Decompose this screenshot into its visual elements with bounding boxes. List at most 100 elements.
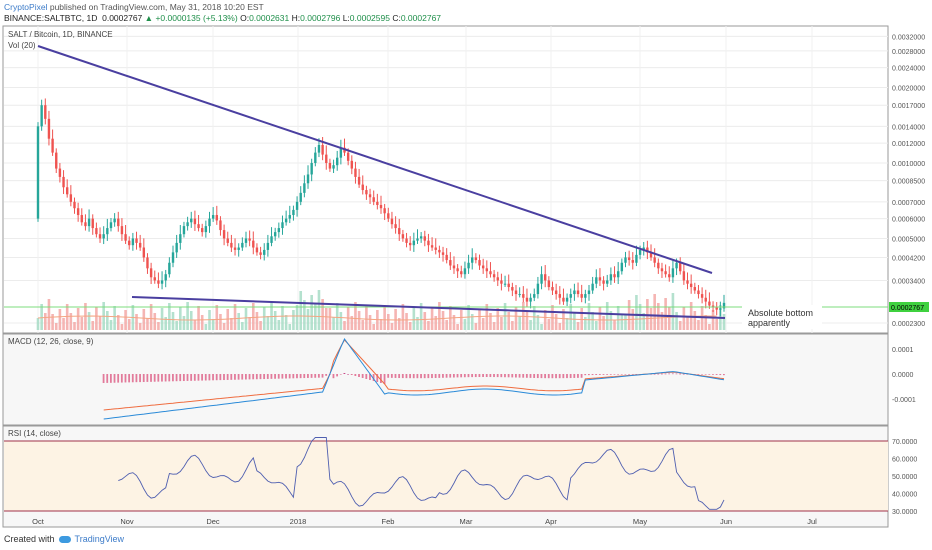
candle-body <box>635 254 638 263</box>
candle-body <box>511 287 514 291</box>
macd-histogram-bar <box>671 373 674 375</box>
candle-body <box>153 277 156 281</box>
candle-body <box>321 144 324 155</box>
macd-histogram-bar <box>358 374 360 377</box>
macd-histogram-bar <box>175 374 178 382</box>
macd-histogram-bar <box>500 374 503 378</box>
volume-bar <box>587 303 591 330</box>
volume-bar <box>671 293 675 330</box>
candle-body <box>668 274 671 278</box>
candle-body <box>609 274 613 281</box>
candle-body <box>518 294 521 296</box>
macd-histogram-bar <box>485 374 488 378</box>
footer-created: Created with <box>4 534 55 544</box>
macd-histogram-bar <box>270 374 273 379</box>
macd-histogram-bar <box>555 374 557 379</box>
macd-histogram-bar <box>573 374 576 378</box>
candle-body <box>631 260 634 263</box>
macd-histogram-bar <box>434 374 437 378</box>
volume-ma-line <box>37 315 717 321</box>
bottom-trendline[interactable] <box>131 296 726 319</box>
candle-body <box>503 283 507 285</box>
macd-histogram-bar <box>212 374 214 381</box>
candle-body <box>325 154 328 163</box>
macd-histogram-bar <box>376 374 379 382</box>
close-label: C: <box>392 13 401 23</box>
volume-bar <box>124 310 127 330</box>
volume-bar <box>419 303 423 330</box>
time-tick-label: 2018 <box>290 517 307 526</box>
macd-histogram-bar <box>193 374 196 381</box>
candle-body <box>299 192 302 202</box>
price-tick-label: 0.0017000 <box>892 103 925 110</box>
candle-body <box>394 224 397 229</box>
macd-histogram-bar <box>120 374 123 383</box>
tradingview-link[interactable]: TradingView <box>74 534 125 544</box>
volume-bar <box>441 311 445 330</box>
macd-histogram-bar <box>566 374 568 379</box>
macd-histogram-bar <box>350 374 353 375</box>
macd-histogram-bar <box>150 374 152 382</box>
candle-body <box>719 308 722 310</box>
volume-bar <box>708 324 711 330</box>
volume-bar <box>179 307 182 330</box>
macd-histogram-bar <box>409 374 411 379</box>
macd-histogram-bar <box>157 374 160 382</box>
macd-histogram-bar <box>482 374 484 378</box>
candle-body <box>135 238 138 243</box>
time-axis[interactable]: Oct Nov Dec 2018 Feb Mar Apr May Jun Jul <box>32 517 817 526</box>
macd-histogram-bar <box>664 373 667 375</box>
macd-axis: 0.0001 0.0000 -0.0001 <box>892 347 916 404</box>
annotation-box[interactable] <box>742 305 822 329</box>
volume-bar <box>284 315 288 330</box>
candle-body <box>529 297 532 302</box>
volume-bar <box>142 309 146 330</box>
macd-histogram-bar <box>252 374 255 380</box>
volume-bar <box>507 312 511 330</box>
macd-histogram-bar <box>128 374 131 383</box>
candle-body <box>686 280 689 284</box>
macd-pane-label: MACD (12, 26, close, 9) <box>8 337 94 346</box>
candle-body <box>233 247 237 250</box>
macd-histogram-bar <box>369 374 371 380</box>
volume-bar <box>489 313 492 330</box>
candle-body <box>408 242 412 246</box>
candle-body <box>471 257 474 263</box>
candle-body <box>660 268 664 272</box>
macd-histogram-bar <box>117 374 120 383</box>
volume-bar <box>525 311 529 330</box>
time-tick-label: Apr <box>545 517 557 526</box>
price-axis[interactable]: 0.0032000 0.0028000 0.0024000 0.0020000 0.00… <box>892 34 925 328</box>
macd-histogram-bar <box>595 374 598 375</box>
author-link[interactable]: CryptoPixel <box>4 2 48 12</box>
candle-body <box>219 220 222 231</box>
volume-bar <box>624 314 627 330</box>
macd-histogram-bar <box>372 374 375 381</box>
volume-bar <box>189 311 193 330</box>
volume-bar <box>164 317 168 330</box>
candle-body <box>44 105 47 119</box>
candle-body <box>204 226 208 233</box>
volume-bar <box>295 305 299 330</box>
volume-bar <box>613 320 616 330</box>
candle-body <box>58 168 62 177</box>
candle-body <box>109 222 113 229</box>
macd-histogram-bar <box>142 374 145 383</box>
macd-histogram-bar <box>131 374 134 383</box>
time-tick-label: Feb <box>382 517 395 526</box>
macd-histogram-bar <box>577 374 579 378</box>
candle-body <box>138 242 142 248</box>
macd-histogram-bar <box>591 374 594 376</box>
descending-trendline[interactable] <box>37 45 713 274</box>
volume-bar <box>511 321 514 330</box>
candle-body <box>354 168 357 177</box>
macd-histogram-bar <box>226 374 229 380</box>
candle-body <box>102 234 105 239</box>
candle-body <box>201 228 204 233</box>
candle-body <box>522 294 525 298</box>
volume-bar <box>598 307 602 330</box>
volume-bar <box>675 312 678 330</box>
candle-body <box>700 294 704 298</box>
macd-histogram-bar <box>274 374 276 379</box>
